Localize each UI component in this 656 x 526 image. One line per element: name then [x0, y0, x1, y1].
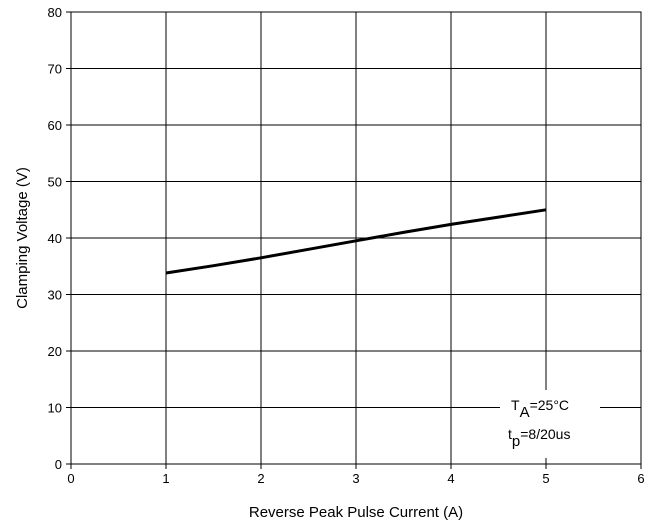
annotation-pulse-sub: p [512, 433, 520, 450]
x-tick-label: 1 [162, 471, 169, 486]
annotation-pulse: tp=8/20us [508, 426, 570, 450]
x-tick-label: 0 [67, 471, 74, 486]
y-tick-label: 20 [48, 344, 62, 359]
y-tick-label: 0 [55, 457, 62, 472]
y-tick-label: 80 [48, 5, 62, 20]
x-axis-title: Reverse Peak Pulse Current (A) [249, 504, 463, 521]
annotation-pulse-value: =8/20us [520, 426, 570, 442]
series-layer [165, 208, 547, 275]
annotation-temperature: TA=25°C [511, 397, 569, 421]
x-tick-label: 4 [447, 471, 454, 486]
x-tick-label: 3 [352, 471, 359, 486]
y-tick-label: 30 [48, 288, 62, 303]
annotation-temperature-value: =25°C [530, 397, 569, 413]
y-tick-label: 10 [48, 401, 62, 416]
conditions-annotation: TA=25°C tp=8/20us [500, 390, 600, 458]
annotation-pulse-main: t [508, 426, 512, 442]
x-tick-label: 5 [542, 471, 549, 486]
annotation-temperature-main: T [511, 397, 520, 413]
clamping-voltage-line [165, 208, 547, 275]
y-tick-label: 40 [48, 231, 62, 246]
y-tick-label: 50 [48, 175, 62, 190]
y-axis-title: Clamping Voltage (V) [14, 167, 31, 309]
x-tick-label: 2 [257, 471, 264, 486]
annotation-temperature-sub: A [520, 404, 530, 421]
y-tick-label: 70 [48, 62, 62, 77]
y-tick-label: 60 [48, 118, 62, 133]
x-tick-label: 6 [637, 471, 644, 486]
annotation-background [500, 390, 600, 458]
